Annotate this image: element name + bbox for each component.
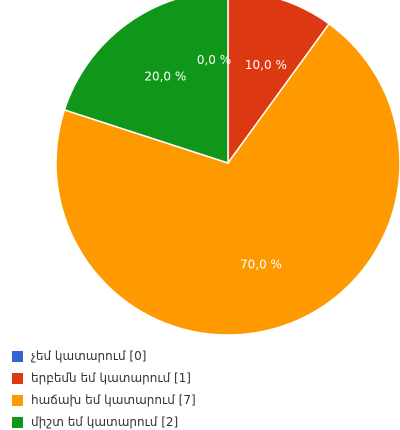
pie-label-slice-2: 10,0 % bbox=[245, 58, 287, 72]
pie-slice-3[interactable] bbox=[55, 22, 400, 336]
pie-label-slice-4: 20,0 % bbox=[144, 70, 186, 84]
legend-label: չեմ կատարում [0] bbox=[31, 349, 147, 363]
pie-slice-2[interactable] bbox=[227, 0, 331, 166]
legend-label: երբեմն եմ կատարում [1] bbox=[31, 371, 191, 385]
legend-label: հաճախ եմ կատարում [7] bbox=[31, 393, 196, 407]
pie-plot-area: 0,0 % 10,0 % 70,0 % 20,0 % bbox=[55, 0, 400, 336]
legend-item[interactable]: հաճախ եմ կատարում [7] bbox=[12, 389, 196, 411]
pie-slice-4[interactable] bbox=[63, 0, 229, 165]
legend-item[interactable]: երբեմն եմ կատարում [1] bbox=[12, 367, 196, 389]
legend-item[interactable]: չեմ կատարում [0] bbox=[12, 345, 196, 367]
pie-label-slice-1: 0,0 % bbox=[197, 53, 231, 67]
legend-swatch bbox=[12, 416, 23, 428]
pie-label-slice-3: 70,0 % bbox=[240, 257, 282, 271]
legend-item[interactable]: միշտ եմ կատարում [2] bbox=[12, 411, 196, 430]
legend-swatch bbox=[12, 350, 23, 362]
legend-swatch bbox=[12, 394, 23, 406]
legend-label: միշտ եմ կատարում [2] bbox=[31, 415, 179, 429]
legend-swatch bbox=[12, 372, 23, 384]
chart-legend: չեմ կատարում [0] երբեմն եմ կատարում [1] … bbox=[12, 345, 196, 430]
